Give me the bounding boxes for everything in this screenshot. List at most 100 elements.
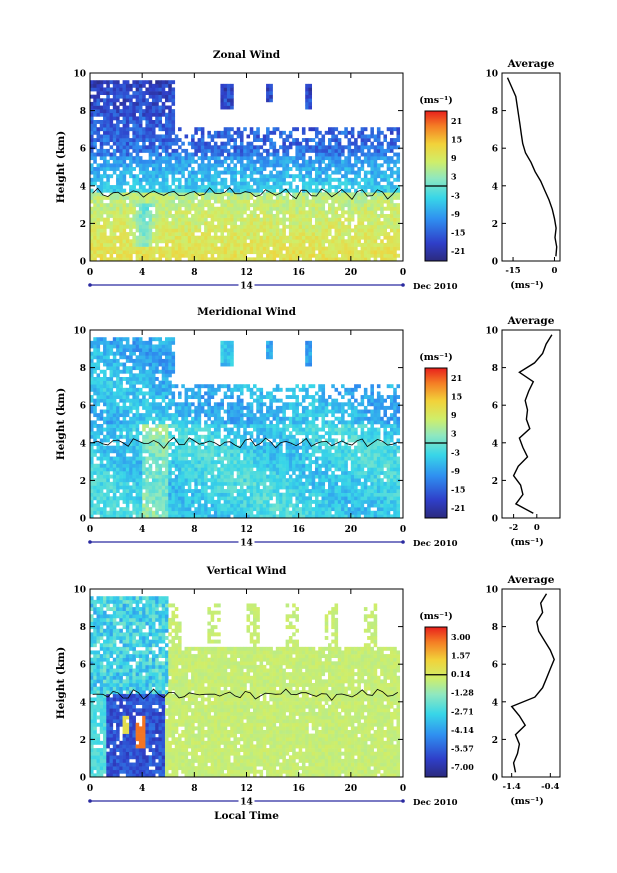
heatmap-cell [207, 246, 211, 251]
heatmap-cell [103, 134, 107, 139]
heatmap-cell [178, 163, 182, 168]
heatmap-cell [161, 485, 166, 490]
heatmap-cell [383, 232, 387, 236]
heatmap-cell [239, 185, 244, 189]
heatmap-cell [370, 192, 374, 197]
heatmap-cell [389, 195, 394, 200]
heatmap-cell [158, 94, 163, 99]
heatmap-cell [223, 214, 228, 218]
heatmap-cell [96, 130, 101, 135]
heatmap-cell [184, 224, 189, 229]
heatmap-cell [204, 199, 208, 204]
heatmap-cell [184, 185, 189, 189]
heatmap-cell [116, 416, 120, 421]
heatmap-cell [341, 167, 345, 171]
heatmap-cell [145, 203, 149, 208]
heatmap-cell [171, 514, 176, 519]
heatmap-cell [145, 485, 149, 490]
heatmap-cell [103, 242, 107, 247]
heatmap-cell [393, 235, 397, 240]
heatmap-cell [187, 253, 192, 258]
heatmap-cell [272, 228, 277, 233]
heatmap-cell [119, 203, 123, 208]
heatmap-cell [148, 123, 153, 128]
heatmap-cell [90, 514, 94, 519]
heatmap-cell [383, 257, 387, 262]
heatmap-cell [103, 510, 107, 515]
heatmap-cell [158, 91, 163, 95]
heatmap-cell [259, 152, 264, 157]
heatmap-cell [135, 514, 140, 519]
heatmap-cell [125, 510, 130, 515]
heatmap-cell [155, 239, 159, 244]
heatmap-cell [217, 257, 221, 262]
heatmap-cell [360, 138, 365, 142]
heatmap-cell [210, 163, 215, 168]
heatmap-cell [200, 242, 205, 247]
heatmap-cell [204, 203, 208, 208]
heatmap-cell [106, 510, 110, 515]
heatmap-cell [109, 242, 114, 247]
heatmap-cell [187, 402, 192, 407]
heatmap-cell [151, 199, 156, 204]
heatmap-cell [223, 257, 228, 262]
heatmap-cell [239, 206, 244, 211]
heatmap-cell [96, 456, 101, 461]
heatmap-cell [187, 195, 192, 200]
heatmap-cell [142, 206, 146, 211]
heatmap-cell [318, 199, 322, 204]
heatmap-cell [324, 214, 329, 218]
heatmap-cell [197, 416, 202, 421]
heatmap-cell [282, 156, 286, 161]
heatmap-cell [337, 232, 342, 236]
heatmap-cell [145, 199, 149, 204]
heatmap-cell [314, 141, 319, 146]
heatmap-cell [389, 170, 394, 175]
heatmap-cell [373, 214, 378, 218]
heatmap-cell [109, 351, 114, 356]
heatmap-cell [142, 427, 146, 432]
heatmap-cell [272, 177, 277, 182]
heatmap-cell [396, 174, 401, 179]
heatmap-cell [132, 344, 136, 349]
heatmap-cell [106, 503, 110, 508]
heatmap-cell [191, 391, 195, 396]
heatmap-cell [386, 246, 391, 251]
heatmap-cell [292, 232, 296, 236]
heatmap-cell [246, 167, 251, 171]
heatmap-cell [122, 481, 127, 486]
heatmap-cell [96, 485, 101, 490]
heatmap-cell [122, 217, 127, 222]
heatmap-cell [148, 452, 153, 457]
heatmap-cell [337, 242, 342, 247]
heatmap-cell [129, 195, 133, 200]
heatmap-cell [217, 420, 221, 425]
heatmap-cell [380, 206, 384, 211]
heatmap-cell [145, 105, 149, 110]
heatmap-cell [279, 250, 283, 255]
heatmap-cell [122, 199, 127, 204]
heatmap-cell [164, 492, 169, 497]
heatmap-cell [151, 141, 156, 146]
heatmap-cell [328, 156, 332, 161]
heatmap-cell [272, 127, 277, 132]
heatmap-cell [279, 156, 283, 161]
heatmap-cell [220, 492, 224, 497]
heatmap-cell [119, 138, 123, 142]
heatmap-cell [220, 210, 224, 215]
heatmap-cell [298, 170, 303, 175]
heatmap-cell [90, 489, 94, 493]
heatmap-cell [145, 445, 149, 450]
heatmap-cell [334, 138, 339, 142]
heatmap-cell [187, 210, 192, 215]
heatmap-cell [132, 413, 136, 418]
heatmap-cell [99, 80, 104, 85]
heatmap-cell [259, 242, 264, 247]
heatmap-cell [99, 199, 104, 204]
heatmap-cell [328, 167, 332, 171]
heatmap-cell [328, 177, 332, 182]
heatmap-cell [386, 156, 391, 161]
heatmap-cell [112, 91, 117, 95]
heatmap-cell [90, 141, 94, 146]
heatmap-cell [164, 167, 169, 171]
